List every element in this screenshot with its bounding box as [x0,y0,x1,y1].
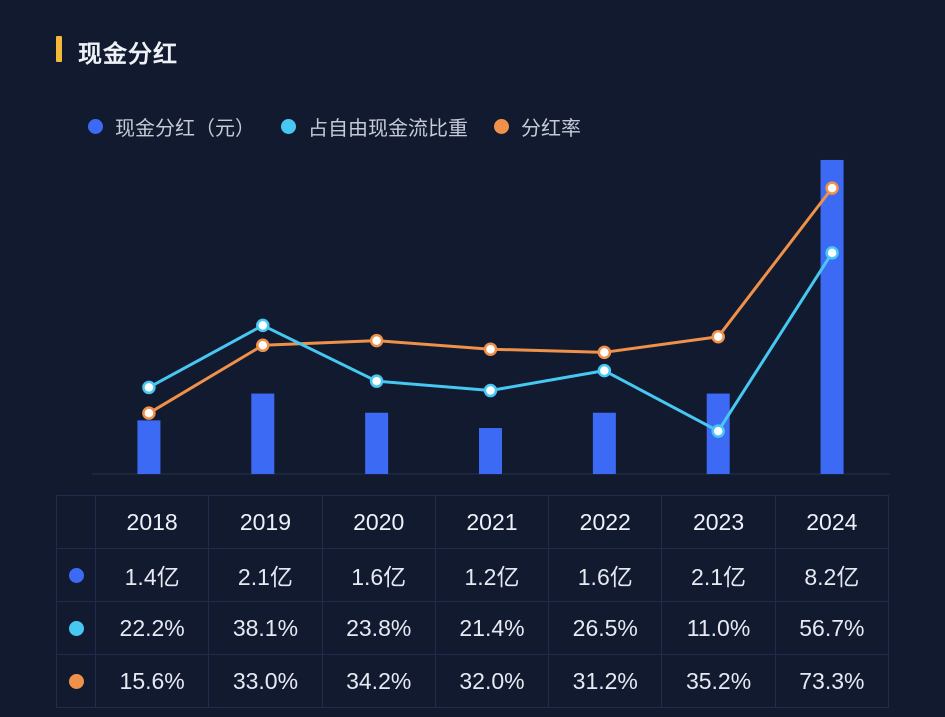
year-header: 2018 [94,495,210,549]
point-payout-2020[interactable] [369,333,384,348]
chart-title: 现金分红 [78,40,178,68]
table-cell: 1.6亿 [321,548,436,602]
bar-2018[interactable] [137,420,161,474]
legend-item-fcf-ratio[interactable]: 占自由现金流比重 [281,112,468,141]
table-cell: 26.5% [548,601,663,655]
bar-2024[interactable] [820,159,844,474]
point-fcf-ratio-2021[interactable] [483,383,498,398]
table-cell: 11.0% [661,601,776,655]
table-row-payout: 15.6% 33.0% 34.2% 32.0% 31.2% 35.2% 73.3… [56,654,890,708]
table-row-fcf-ratio: 22.2% 38.1% 23.8% 21.4% 26.5% 11.0% 56.7… [56,601,890,655]
bar-2021[interactable] [479,428,502,474]
table-corner-cell [56,495,96,549]
year-header: 2020 [321,495,436,549]
row-marker-cell [56,654,96,708]
point-payout-2019[interactable] [256,338,270,353]
legend-item-payout[interactable]: 分红率 [494,112,581,141]
table-row-cash: 1.4亿 2.1亿 1.6亿 1.2亿 1.6亿 2.1亿 8.2亿 [56,548,890,602]
legend-dot-cash-icon [88,119,103,134]
table-cell: 33.0% [208,654,323,708]
row-marker-cell [56,601,96,655]
year-header: 2023 [661,495,776,549]
point-fcf-ratio-2023[interactable] [711,424,725,438]
table-cell: 2.1亿 [661,548,776,602]
table-cell: 1.4亿 [94,548,210,602]
bar-2019[interactable] [251,393,275,474]
year-header: 2024 [774,495,890,549]
point-payout-2018[interactable] [142,406,156,420]
point-payout-2022[interactable] [597,345,612,360]
row-dot-fcf-ratio-icon [68,620,84,636]
line-payout [148,187,834,415]
year-header: 2019 [208,495,323,549]
bar-series-cash [137,159,844,474]
table-cell: 21.4% [434,601,550,655]
legend-label-fcf-ratio: 占自由现金流比重 [308,116,468,140]
table-cell: 1.2亿 [434,548,550,602]
table-cell: 8.2亿 [774,548,890,602]
row-marker-cell [56,548,96,602]
year-header: 2022 [548,495,663,549]
legend-label-cash: 现金分红（元） [115,116,255,140]
table-cell: 32.0% [434,654,550,708]
row-dot-payout-icon [68,673,84,689]
bar-2020[interactable] [365,412,389,474]
legend-label-payout: 分红率 [521,116,581,140]
point-fcf-ratio-2019[interactable] [256,318,270,333]
line-series-group [142,181,839,438]
table-cell: 22.2% [94,601,210,655]
point-fcf-ratio-2018[interactable] [142,380,156,395]
legend: 现金分红（元） 占自由现金流比重 分红率 [88,112,607,141]
legend-dot-fcf-ratio-icon [281,119,296,134]
table-cell: 34.2% [321,654,436,708]
point-fcf-ratio-2022[interactable] [597,363,612,378]
table-cell: 1.6亿 [548,548,663,602]
table-cell: 2.1亿 [208,548,323,602]
legend-item-cash[interactable]: 现金分红（元） [88,112,255,141]
table-cell: 31.2% [548,654,663,708]
point-payout-2024[interactable] [825,181,839,195]
table-cell: 56.7% [774,601,890,655]
table-cell: 73.3% [774,654,890,708]
data-table: 2018 2019 2020 2021 2022 2023 2024 1.4亿 … [56,495,890,708]
point-payout-2023[interactable] [711,329,725,344]
table-cell: 15.6% [94,654,210,708]
point-fcf-ratio-2020[interactable] [369,374,384,388]
point-payout-2021[interactable] [483,342,498,356]
point-fcf-ratio-2024[interactable] [825,246,839,260]
table-cell: 23.8% [321,601,436,655]
bar-2022[interactable] [592,412,616,474]
title-accent-bar [56,36,62,62]
row-dot-cash-icon [68,567,84,583]
legend-dot-payout-icon [494,119,509,134]
table-cell: 35.2% [661,654,776,708]
table-header-row: 2018 2019 2020 2021 2022 2023 2024 [56,495,890,549]
year-header: 2021 [434,495,550,549]
table-cell: 38.1% [208,601,323,655]
